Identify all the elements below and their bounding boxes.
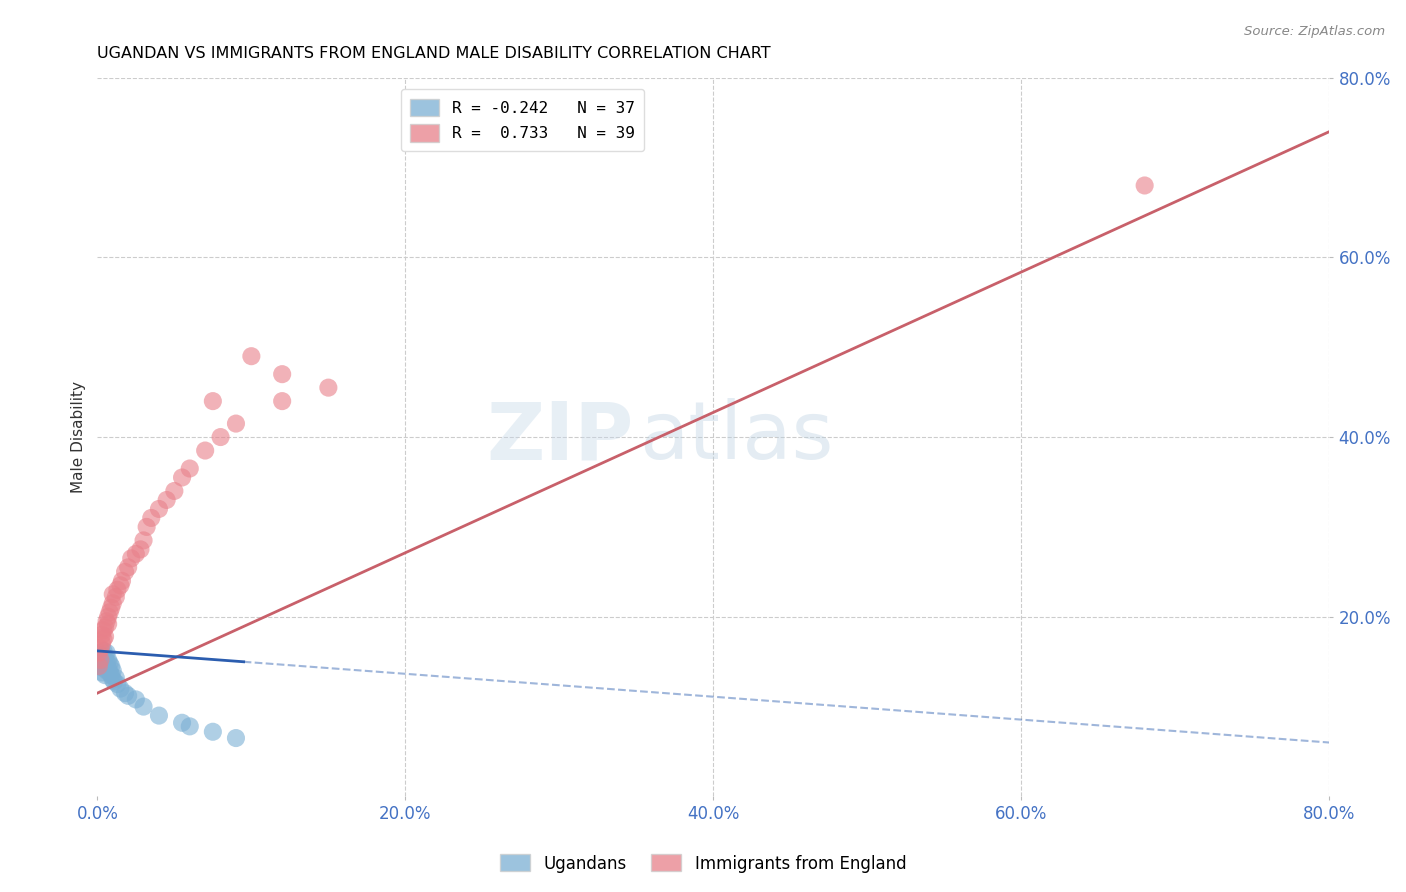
Point bbox=[93, 624, 115, 638]
Point bbox=[105, 677, 128, 691]
Point bbox=[141, 511, 163, 525]
Text: Source: ZipAtlas.com: Source: ZipAtlas.com bbox=[1244, 25, 1385, 38]
Point bbox=[194, 443, 217, 458]
Point bbox=[132, 533, 155, 548]
Point bbox=[318, 381, 340, 395]
Point bbox=[94, 630, 117, 644]
Point bbox=[179, 461, 201, 475]
Point bbox=[117, 560, 139, 574]
Point bbox=[240, 349, 263, 363]
Point bbox=[96, 614, 118, 628]
Point bbox=[97, 653, 120, 667]
Point bbox=[97, 616, 120, 631]
Point bbox=[271, 367, 294, 381]
Point bbox=[163, 483, 186, 498]
Point bbox=[100, 600, 122, 615]
Text: ZIP: ZIP bbox=[486, 398, 633, 476]
Point bbox=[110, 681, 132, 696]
Point bbox=[91, 665, 114, 680]
Point bbox=[93, 644, 115, 658]
Point bbox=[156, 492, 179, 507]
Point bbox=[201, 394, 224, 409]
Point bbox=[104, 671, 127, 685]
Point bbox=[91, 628, 114, 642]
Point bbox=[89, 641, 111, 656]
Point bbox=[120, 551, 142, 566]
Point bbox=[87, 659, 110, 673]
Text: UGANDAN VS IMMIGRANTS FROM ENGLAND MALE DISABILITY CORRELATION CHART: UGANDAN VS IMMIGRANTS FROM ENGLAND MALE … bbox=[97, 46, 770, 62]
Point bbox=[91, 637, 114, 651]
Point bbox=[98, 605, 121, 619]
Point bbox=[94, 621, 117, 635]
Point bbox=[132, 699, 155, 714]
Point bbox=[225, 417, 247, 431]
Point bbox=[100, 659, 122, 673]
Legend: R = -0.242   N = 37, R =  0.733   N = 39: R = -0.242 N = 37, R = 0.733 N = 39 bbox=[401, 89, 644, 152]
Point bbox=[101, 587, 124, 601]
Point bbox=[209, 430, 232, 444]
Point bbox=[98, 665, 121, 680]
Point bbox=[135, 520, 157, 534]
Point bbox=[87, 659, 110, 673]
Point bbox=[170, 470, 193, 484]
Point bbox=[104, 590, 127, 604]
Point bbox=[93, 632, 115, 647]
Point bbox=[201, 724, 224, 739]
Point bbox=[89, 657, 111, 671]
Point bbox=[96, 646, 118, 660]
Point bbox=[225, 731, 247, 745]
Point bbox=[89, 653, 111, 667]
Text: atlas: atlas bbox=[640, 398, 834, 476]
Point bbox=[125, 547, 148, 561]
Point bbox=[125, 692, 148, 706]
Point bbox=[117, 689, 139, 703]
Point bbox=[271, 394, 294, 409]
Point bbox=[1133, 178, 1156, 193]
Point bbox=[94, 650, 117, 665]
Point bbox=[89, 648, 111, 662]
Point bbox=[114, 686, 136, 700]
Point bbox=[101, 673, 124, 687]
Point bbox=[94, 668, 117, 682]
Point bbox=[96, 664, 118, 678]
Y-axis label: Male Disability: Male Disability bbox=[72, 381, 86, 493]
Point bbox=[101, 596, 124, 610]
Point bbox=[97, 662, 120, 676]
Legend: Ugandans, Immigrants from England: Ugandans, Immigrants from England bbox=[494, 847, 912, 880]
Point bbox=[111, 574, 134, 588]
Point bbox=[87, 650, 110, 665]
Point bbox=[148, 502, 170, 516]
Point bbox=[170, 715, 193, 730]
Point bbox=[105, 582, 128, 597]
Point bbox=[97, 609, 120, 624]
Point bbox=[101, 664, 124, 678]
Point bbox=[100, 668, 122, 682]
Point bbox=[110, 578, 132, 592]
Point bbox=[148, 708, 170, 723]
Point bbox=[91, 646, 114, 660]
Point bbox=[91, 655, 114, 669]
Point bbox=[96, 655, 118, 669]
Point bbox=[103, 674, 125, 689]
Point bbox=[94, 659, 117, 673]
Point bbox=[129, 542, 152, 557]
Point bbox=[93, 661, 115, 675]
Point bbox=[93, 653, 115, 667]
Point bbox=[98, 657, 121, 671]
Point bbox=[114, 565, 136, 579]
Point bbox=[179, 719, 201, 733]
Point bbox=[87, 646, 110, 660]
